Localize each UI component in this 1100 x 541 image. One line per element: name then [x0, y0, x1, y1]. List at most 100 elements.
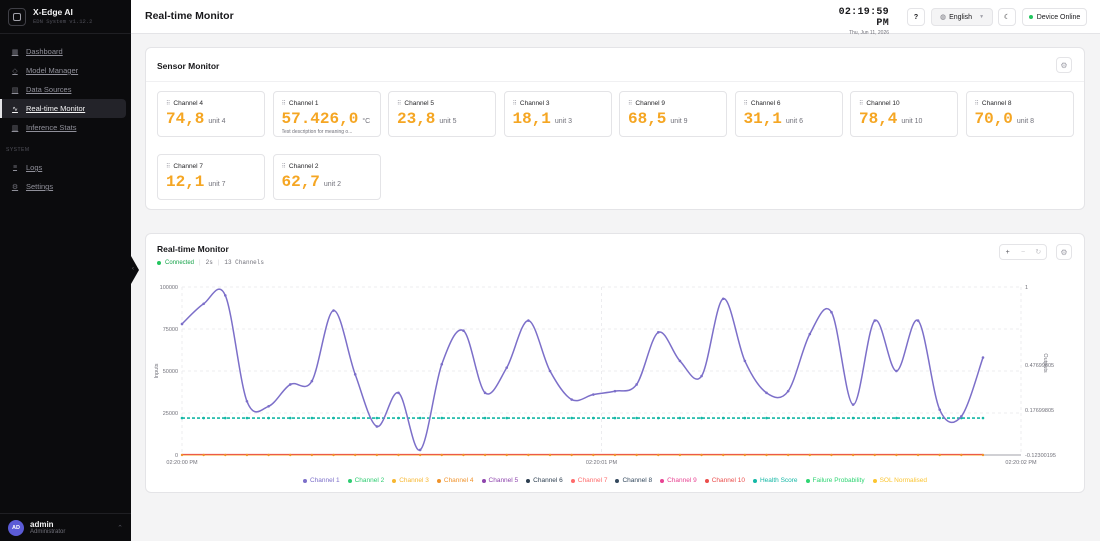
- drag-handle-icon[interactable]: ⠿: [166, 164, 171, 170]
- connection-status-row: Connected | 2s | 13 Channels: [157, 259, 264, 266]
- chart-settings-button[interactable]: ⚙: [1056, 244, 1072, 260]
- sensor-card[interactable]: ⠿ Channel 10 78,4 unit 10: [850, 91, 958, 137]
- sensor-card[interactable]: ⠿ Channel 3 18,1 unit 3: [503, 91, 612, 137]
- user-menu[interactable]: AD admin Administrator ⌃: [0, 513, 131, 541]
- sensor-value: 78,4: [859, 110, 898, 128]
- sensor-card[interactable]: ⠿ Channel 6 31,1 unit 6: [734, 91, 843, 137]
- sensor-value-row: 78,4 unit 10: [859, 110, 922, 128]
- sidebar-item-settings[interactable]: ⚙ Settings: [0, 177, 126, 196]
- sensor-unit: unit 2: [323, 181, 342, 188]
- sensor-unit: unit 8: [1016, 118, 1035, 125]
- legend-item[interactable]: Health Score: [752, 477, 798, 484]
- sensor-card[interactable]: ⠿ Channel 7 12,1 unit 7: [157, 154, 265, 200]
- baseline-point: [765, 453, 768, 457]
- language-select[interactable]: ◍ English ▼: [931, 8, 993, 26]
- drag-handle-icon[interactable]: ⠿: [166, 101, 171, 107]
- health-score-point: [765, 416, 768, 420]
- legend-item[interactable]: Channel 7: [570, 477, 608, 484]
- sensor-unit: °C: [362, 118, 371, 125]
- zoom-out-button[interactable]: −: [1020, 248, 1026, 256]
- drag-handle-icon[interactable]: ⠿: [628, 101, 633, 107]
- sidebar-item-model-manager[interactable]: ◇ Model Manager: [0, 61, 126, 80]
- sensor-value-row: 57.426,0 °C: [282, 110, 371, 128]
- sensor-name-text: Channel 8: [981, 100, 1012, 107]
- health-score-point: [180, 416, 184, 420]
- health-score-point: [656, 416, 660, 420]
- legend-item[interactable]: Channel 10: [704, 477, 745, 484]
- theme-toggle-button[interactable]: ☾: [998, 8, 1016, 26]
- gear-icon: ⚙: [1060, 247, 1068, 257]
- channel-1-point: [375, 425, 379, 428]
- legend-item[interactable]: Channel 5: [481, 477, 518, 484]
- sidebar-item-data-sources[interactable]: ▤ Data Sources: [0, 80, 126, 99]
- sensor-card[interactable]: ⠿ Channel 8 70,0 unit 8: [965, 91, 1074, 137]
- baseline-point: [873, 453, 876, 457]
- sensor-name-text: Channel 9: [635, 100, 666, 107]
- zoom-in-button[interactable]: +: [1005, 248, 1010, 256]
- legend-item[interactable]: Channel 8: [615, 477, 652, 484]
- sidebar-item-dashboard[interactable]: ▦ Dashboard: [0, 42, 126, 61]
- drag-handle-icon[interactable]: ⠿: [859, 101, 864, 107]
- legend-label: Health Score: [759, 477, 798, 484]
- sensor-card[interactable]: ⠿ Channel 9 68,5 unit 9: [619, 91, 727, 137]
- drag-handle-icon[interactable]: ⠿: [397, 101, 402, 107]
- y-tick-label: 25000: [163, 411, 178, 417]
- help-button[interactable]: ?: [907, 8, 925, 26]
- legend-item[interactable]: Failure Probability: [805, 477, 865, 484]
- sensor-value: 12,1: [166, 173, 205, 191]
- channel-1-point: [613, 389, 617, 393]
- cube-icon: ◇: [12, 67, 18, 75]
- legend-item[interactable]: SOL Normalised: [872, 477, 927, 484]
- sidebar-item-logs[interactable]: ≡ Logs: [0, 158, 126, 177]
- realtime-title: Real-time Monitor: [157, 244, 229, 254]
- legend-item[interactable]: Channel 2: [347, 477, 384, 484]
- baseline-point: [245, 453, 249, 457]
- online-dot: [1028, 15, 1033, 19]
- sidebar-item-inference-stats[interactable]: ▥ Inference Stats: [0, 118, 126, 137]
- drag-handle-icon[interactable]: ⠿: [281, 164, 286, 170]
- health-score-point: [202, 416, 205, 420]
- device-status-badge: Device Online: [1022, 8, 1087, 26]
- sensor-name-text: Channel 7: [173, 163, 204, 170]
- legend-item[interactable]: Channel 1: [302, 477, 340, 484]
- health-score-point: [353, 416, 357, 420]
- sensor-card[interactable]: ⠿ Channel 4 74,8 unit 4: [157, 91, 265, 137]
- sensor-value-row: 31,1 unit 6: [744, 110, 804, 128]
- legend-item[interactable]: Channel 3: [392, 477, 429, 484]
- legend-item[interactable]: Channel 9: [660, 477, 697, 484]
- drag-handle-icon[interactable]: ⠿: [743, 101, 748, 107]
- reset-zoom-button[interactable]: ↻: [1035, 249, 1042, 256]
- baseline-point: [657, 453, 660, 457]
- sidebar-item-label: Dashboard: [26, 47, 63, 56]
- sensor-card[interactable]: ⠿ Channel 5 23,8 unit 5: [388, 91, 496, 137]
- sidebar-item-realtime-monitor[interactable]: ∿ Real-time Monitor: [0, 99, 126, 118]
- baseline-point: [895, 453, 898, 457]
- channel-1-point: [397, 391, 400, 395]
- brand-title: X-Edge AI: [33, 7, 73, 18]
- sensor-name-text: Channel 10: [866, 100, 900, 107]
- sensor-value: 62,7: [281, 173, 320, 191]
- sidebar-collapse-handle[interactable]: ‹: [131, 256, 139, 284]
- channel-1-point: [483, 391, 487, 395]
- legend-swatch: [436, 478, 441, 483]
- moon-icon: ☾: [1003, 14, 1011, 21]
- drag-handle-icon[interactable]: ⠿: [281, 101, 286, 107]
- health-score-point: [505, 416, 509, 420]
- health-score-point: [440, 416, 444, 420]
- realtime-monitor-card: Real-time Monitor Connected | 2s | 13 Ch…: [145, 233, 1085, 493]
- sensor-card[interactable]: ⠿ Channel 1 57.426,0 °C Test description for…: [272, 91, 381, 137]
- baseline-point: [418, 453, 422, 457]
- sensor-value-row: 70,0 unit 8: [975, 110, 1035, 128]
- sensor-settings-button[interactable]: ⚙: [1056, 57, 1072, 73]
- connected-dot: [157, 260, 161, 265]
- legend-label: Channel 6: [533, 477, 563, 484]
- drag-handle-icon[interactable]: ⠿: [512, 101, 517, 107]
- legend-item[interactable]: Channel 6: [526, 477, 563, 484]
- drag-handle-icon[interactable]: ⠿: [974, 101, 979, 107]
- sensor-card[interactable]: ⠿ Channel 2 62,7 unit 2: [272, 154, 381, 200]
- baseline-point: [224, 453, 227, 457]
- baseline-point: [938, 453, 941, 457]
- legend-label: Channel 7: [577, 477, 608, 484]
- realtime-chart[interactable]: 0 25000 50000 75000 100000 -0.12300195 0.17699…: [146, 234, 1086, 474]
- legend-item[interactable]: Channel 4: [436, 477, 474, 484]
